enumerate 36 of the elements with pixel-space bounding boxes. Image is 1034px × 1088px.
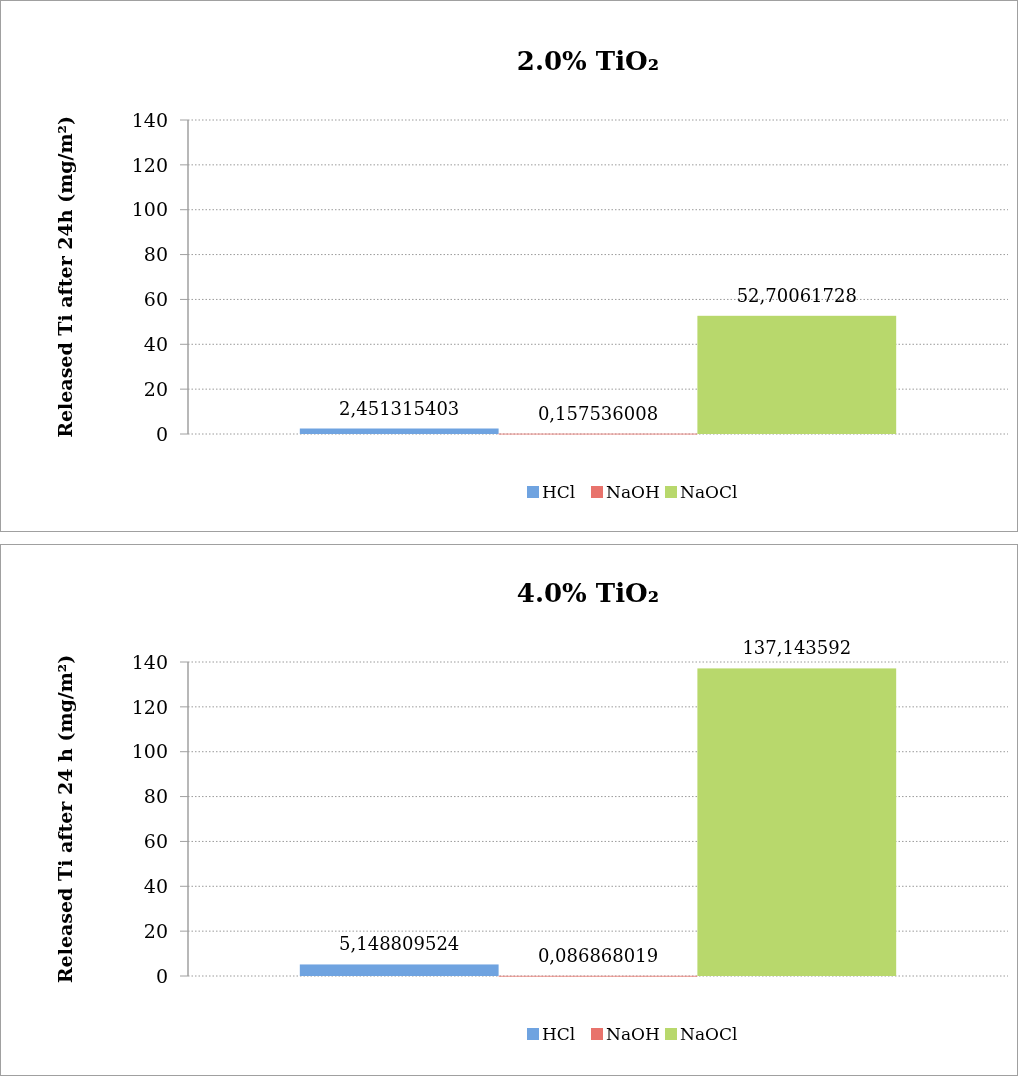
bar [697,315,897,434]
y-tick-label: 60 [143,830,168,853]
y-tick-label: 120 [131,695,168,718]
data-label: 137,143592 [742,637,852,659]
y-axis-title: Released Ti after 24 h (mg/m²) [54,654,76,984]
legend-label: HCl [542,1023,576,1044]
bar [299,428,499,434]
legend-label: NaOCl [680,481,738,502]
data-label: 5,148809524 [339,933,460,955]
chart-title: 4.0% TiO₂ [516,578,660,608]
y-tick-label: 140 [131,108,168,131]
data-label: 52,70061728 [736,284,857,306]
bar [697,668,897,976]
data-label: 0,157536008 [537,402,659,424]
legend-label: NaOCl [680,1023,738,1044]
y-tick-label: 60 [143,288,168,311]
y-tick-label: 20 [143,377,168,400]
legend-label: HCl [542,481,576,502]
y-tick-label: 80 [143,785,168,808]
y-tick-label: 100 [131,740,168,763]
y-axis-title: Released Ti after 24h (mg/m²) [54,116,76,438]
y-tick-label: 0 [155,964,168,987]
chart-title: 2.0% TiO₂ [516,46,660,76]
y-tick-label: 120 [131,153,168,176]
legend-label: NaOH [606,481,660,502]
y-tick-label: 40 [143,874,168,897]
y-tick-label: 20 [143,919,168,942]
y-tick-label: 40 [143,332,168,355]
y-tick-label: 0 [155,422,168,445]
legend-label: NaOH [606,1023,660,1044]
data-label: 0,086868019 [537,944,659,966]
y-tick-label: 140 [131,650,168,673]
y-tick-label: 100 [131,198,168,221]
data-label: 2,451315403 [339,397,460,419]
bar [299,964,499,976]
y-tick-label: 80 [143,243,168,266]
